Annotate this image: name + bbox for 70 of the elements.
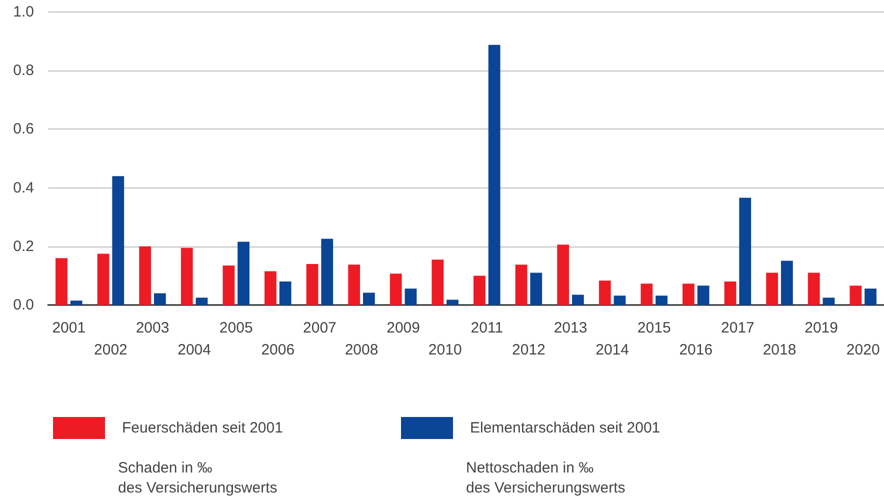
bar — [321, 238, 334, 305]
bar — [614, 296, 626, 305]
x-tick-label: 2018 — [762, 342, 796, 358]
y-tick-label: 0.0 — [13, 296, 34, 314]
bar — [780, 260, 793, 305]
bar — [697, 286, 710, 305]
bar — [515, 264, 528, 305]
bar — [850, 286, 862, 305]
x-tick-label: 2009 — [386, 320, 420, 336]
bar — [180, 248, 193, 305]
bar — [279, 282, 292, 305]
bar — [238, 242, 250, 305]
bar — [112, 176, 124, 305]
x-tick-label: 2016 — [679, 342, 713, 358]
bar — [56, 258, 68, 305]
bar — [682, 284, 694, 305]
x-tick-label: 2014 — [596, 342, 629, 358]
x-tick-label: 2017 — [721, 320, 754, 336]
bar — [139, 246, 152, 305]
x-tick-label: 2020 — [846, 342, 880, 358]
bar — [70, 300, 82, 305]
bar — [348, 264, 360, 305]
x-tick-label: 2008 — [344, 342, 378, 358]
bar — [404, 288, 417, 305]
bar — [264, 271, 276, 305]
x-tick-label: 2007 — [303, 320, 336, 336]
y-tick-label: 1.0 — [13, 4, 34, 20]
bar — [154, 293, 166, 305]
x-tick-label: 2002 — [94, 342, 128, 358]
x-tick-label: 2015 — [637, 320, 671, 336]
x-tick-label: 2011 — [470, 320, 504, 336]
bar — [196, 298, 208, 305]
legend-label: Elementarschäden seit 2001 — [470, 420, 660, 436]
bar — [766, 272, 778, 305]
bar — [822, 298, 835, 305]
bar — [446, 300, 458, 305]
y-tick-label: 0.8 — [13, 62, 34, 80]
bar — [572, 294, 584, 305]
bar — [739, 198, 752, 305]
bar — [390, 274, 402, 305]
bar — [222, 265, 235, 305]
bar — [488, 44, 500, 305]
x-tick-label: 2010 — [428, 342, 462, 358]
bar — [640, 284, 653, 305]
x-tick-label: 2005 — [219, 320, 253, 336]
y-tick-label: 0.6 — [13, 120, 34, 138]
y-tick-label: 0.2 — [13, 238, 34, 255]
text: Nettoschaden in ‰ des Versicherungswerts — [466, 460, 626, 496]
x-tick-label: 2001 — [52, 320, 86, 336]
x-tick-label: 2012 — [512, 342, 546, 358]
bar — [530, 272, 542, 305]
x-tick-label: 2006 — [261, 342, 295, 358]
x-tick-label: 2004 — [178, 342, 211, 358]
bar — [724, 282, 736, 305]
bar — [598, 280, 611, 305]
x-tick-label: 2019 — [804, 320, 838, 336]
bar — [362, 292, 375, 305]
bar — [97, 254, 110, 305]
legend-label: Feuerschäden seit 2001 — [122, 420, 283, 436]
text: Schaden in ‰ des Versicherungswerts — [118, 460, 278, 496]
bar — [656, 296, 668, 305]
bar — [808, 272, 820, 305]
bar — [864, 288, 876, 305]
y-tick-label: 0.4 — [13, 179, 34, 196]
x-tick-label: 2003 — [136, 320, 170, 336]
bar — [432, 260, 444, 305]
bar — [474, 276, 486, 305]
bar — [306, 264, 318, 305]
x-tick-label: 2013 — [554, 320, 588, 336]
bar — [557, 244, 570, 305]
